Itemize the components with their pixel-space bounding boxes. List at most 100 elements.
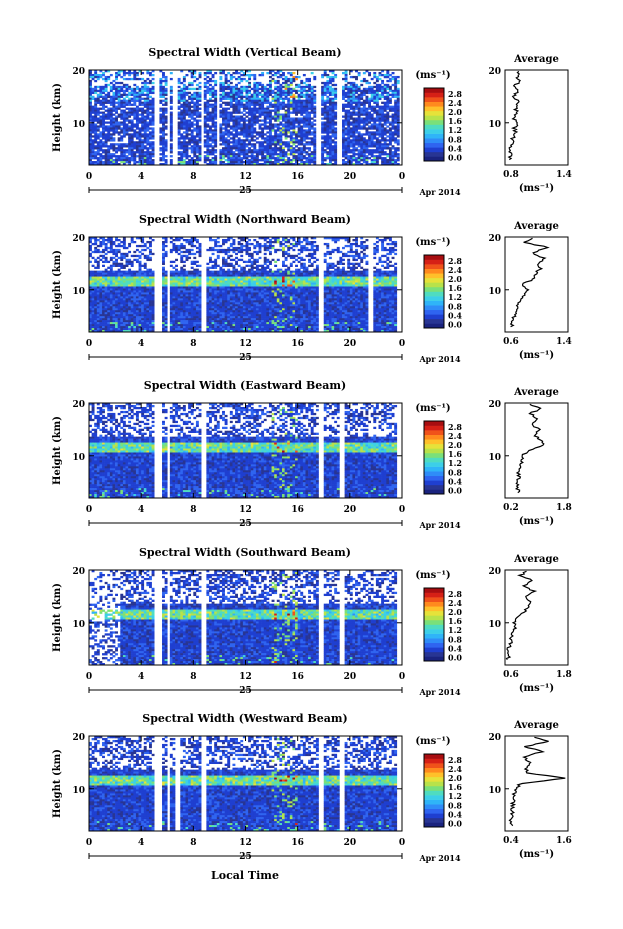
- heatmap-cell: [195, 155, 199, 158]
- heatmap-cell: [222, 91, 225, 95]
- heatmap-cell: [117, 264, 121, 267]
- heatmap-cell: [91, 314, 95, 317]
- heatmap-cell: [151, 312, 155, 315]
- heatmap-cell: [308, 105, 312, 108]
- heatmap-cell: [342, 147, 345, 150]
- heatmap-cell: [190, 105, 194, 108]
- heatmap-cell: [326, 111, 330, 114]
- heatmap-cell: [146, 286, 150, 289]
- heatmap-cell: [321, 149, 325, 152]
- heatmap-cell: [107, 77, 111, 81]
- heatmap-cell: [258, 73, 262, 77]
- heatmap-cell: [365, 163, 369, 166]
- heatmap-cell: [292, 137, 296, 140]
- heatmap-cell: [112, 320, 116, 323]
- heatmap-cell: [112, 298, 116, 301]
- heatmap-cell: [214, 115, 218, 118]
- heatmap-cell: [112, 139, 116, 142]
- heatmap-cell: [266, 115, 270, 118]
- heatmap-cell: [91, 242, 95, 246]
- heatmap-cell: [208, 115, 212, 118]
- heatmap-cell: [133, 292, 137, 295]
- heatmap-cell: [133, 290, 137, 293]
- heatmap-cell: [300, 99, 304, 102]
- heatmap-cell: [185, 125, 189, 128]
- heatmap-cell: [365, 121, 369, 124]
- heatmap-cell: [321, 101, 325, 104]
- heatmap-cell: [133, 314, 137, 317]
- heatmap-cell: [232, 123, 236, 126]
- heatmap-cell: [91, 298, 95, 301]
- heatmap-cell: [99, 250, 103, 254]
- heatmap-cell: [94, 97, 98, 100]
- heatmap-cell: [342, 93, 345, 97]
- heatmap-cell: [211, 75, 215, 79]
- heatmap-cell: [274, 87, 278, 91]
- heatmap-cell: [146, 300, 150, 303]
- heatmap-cell: [107, 284, 111, 287]
- heatmap-cell: [162, 103, 165, 106]
- heatmap-cell: [138, 87, 142, 91]
- heatmap-cell: [122, 163, 126, 166]
- heatmap-cell: [99, 284, 103, 287]
- heatmap-cell: [268, 153, 272, 156]
- heatmap-cell: [295, 125, 298, 128]
- heatmap-cell: [388, 133, 392, 136]
- heatmap-cell: [120, 161, 124, 164]
- heatmap-cell: [214, 133, 218, 136]
- heatmap-cell: [91, 324, 95, 327]
- heatmap-cell: [130, 240, 134, 244]
- heatmap-cell: [112, 274, 116, 277]
- heatmap-cell: [386, 153, 390, 156]
- heatmap-cell: [143, 115, 147, 118]
- heatmap-cell: [120, 296, 124, 299]
- heatmap-cell: [128, 145, 132, 148]
- heatmap-cell: [242, 155, 246, 158]
- heatmap-cell: [292, 163, 296, 166]
- heatmap-cell: [133, 91, 137, 95]
- heatmap-cell: [297, 121, 301, 124]
- heatmap-cell: [282, 163, 285, 166]
- heatmap-cell: [125, 276, 129, 279]
- heatmap-cell: [279, 73, 283, 77]
- heatmap-cell: [381, 139, 385, 142]
- heatmap-cell: [190, 133, 194, 136]
- heatmap-cell: [248, 70, 252, 73]
- heatmap-cell: [112, 322, 116, 325]
- heatmap-cell: [323, 151, 327, 154]
- heatmap-cell: [328, 93, 332, 97]
- heatmap-cell: [107, 288, 111, 291]
- heatmap-cell: [328, 127, 332, 130]
- heatmap-cell: [102, 77, 105, 81]
- heatmap-cell: [115, 262, 118, 266]
- heatmap-cell: [287, 135, 291, 138]
- heatmap-cell: [388, 147, 392, 150]
- heatmap-cell: [282, 77, 285, 81]
- heatmap-cell: [193, 151, 197, 154]
- heatmap-cell: [138, 300, 142, 303]
- heatmap-cell: [274, 99, 278, 102]
- heatmap-cell: [89, 149, 92, 152]
- heatmap-cell: [323, 123, 327, 126]
- heatmap-cell: [378, 117, 382, 120]
- colorbar-swatch: [424, 147, 444, 153]
- heatmap-cell: [386, 119, 390, 122]
- heatmap-cell: [224, 87, 228, 91]
- heatmap-cell: [94, 282, 98, 285]
- heatmap-cell: [94, 99, 98, 102]
- heatmap-cell: [276, 99, 280, 102]
- heatmap-cell: [141, 97, 145, 100]
- heatmap-cell: [313, 157, 317, 160]
- heatmap-cell: [396, 129, 400, 132]
- heatmap-cell: [274, 129, 278, 132]
- heatmap-cell: [115, 238, 118, 242]
- heatmap-cell: [396, 125, 400, 128]
- heatmap-cell: [148, 268, 152, 271]
- heatmap-cell: [148, 258, 152, 262]
- heatmap-cell: [250, 115, 254, 118]
- heatmap-cell: [133, 83, 137, 87]
- heatmap-cell: [125, 284, 129, 287]
- heatmap-cell: [203, 145, 207, 148]
- heatmap-cell: [130, 276, 134, 279]
- heatmap-cell: [151, 300, 155, 303]
